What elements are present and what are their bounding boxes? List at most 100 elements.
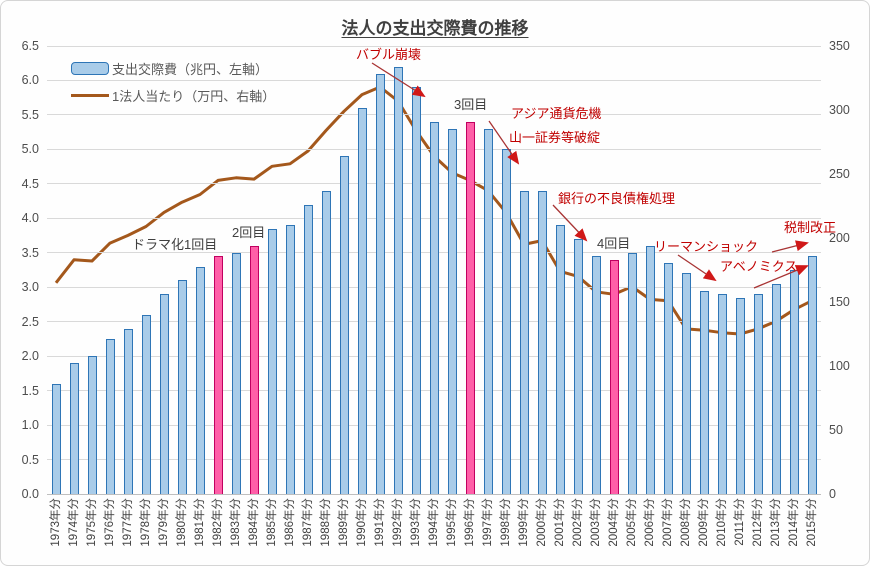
bar-1993年分 <box>411 87 421 494</box>
bar-1994年分 <box>429 121 439 494</box>
right-axis-tick-label: 200 <box>829 231 850 245</box>
right-axis-tick-label: 50 <box>829 423 843 437</box>
bar-1974年分 <box>69 363 79 494</box>
annotation-税制改正: 税制改正 <box>784 220 837 235</box>
annotation-山一証券等破綻: 山一証券等破綻 <box>509 130 601 145</box>
x-label-1990年分: 1990年分 <box>356 498 368 547</box>
bar-1985年分 <box>267 228 277 494</box>
left-axis-tick-label: 2.0 <box>21 349 39 364</box>
legend-bar-swatch-icon <box>71 62 109 75</box>
left-axis-tick-label: 3.0 <box>21 280 39 295</box>
x-label-2013年分: 2013年分 <box>770 498 782 547</box>
bar-2003年分 <box>591 256 601 494</box>
x-label-2005年分: 2005年分 <box>626 498 638 547</box>
bar-2005年分 <box>627 252 637 494</box>
x-label-1999年分: 1999年分 <box>518 498 530 547</box>
bar-1975年分 <box>87 356 97 494</box>
annotation-2回目: 2回目 <box>232 225 266 240</box>
left-axis-tick-label: 1.0 <box>21 418 39 433</box>
x-label-1994年分: 1994年分 <box>428 498 440 547</box>
legend-item-bar: 支出交際費（兆円、左軸） <box>71 55 275 82</box>
bar-1980年分 <box>177 280 187 494</box>
bar-2008年分 <box>681 273 691 494</box>
x-label-1980年分: 1980年分 <box>176 498 188 547</box>
x-label-2004年分: 2004年分 <box>608 498 620 547</box>
bar-1982年分 <box>213 256 223 494</box>
x-label-1987年分: 1987年分 <box>302 498 314 547</box>
bar-1976年分 <box>105 338 115 494</box>
gridline <box>47 79 821 81</box>
x-label-2015年分: 2015年分 <box>806 498 818 547</box>
left-axis-tick-label: 0.0 <box>21 487 39 501</box>
annotation-銀行の不良債権処理: 銀行の不良債権処理 <box>558 191 676 206</box>
bar-2012年分 <box>753 294 763 494</box>
legend: 支出交際費（兆円、左軸） 1法人当たり（万円、右軸） <box>71 55 275 109</box>
bar-1973年分 <box>51 383 61 494</box>
bar-1990年分 <box>357 108 367 494</box>
x-label-2009年分: 2009年分 <box>698 498 710 547</box>
legend-bar-label: 支出交際費（兆円、左軸） <box>112 62 269 77</box>
x-label-1975年分: 1975年分 <box>86 498 98 547</box>
bar-2004年分 <box>609 259 619 494</box>
x-label-1976年分: 1976年分 <box>104 498 116 547</box>
bar-2001年分 <box>555 225 565 494</box>
x-label-1983年分: 1983年分 <box>230 498 242 547</box>
right-axis-tick-label: 250 <box>829 167 850 181</box>
x-label-2002年分: 2002年分 <box>572 498 584 547</box>
x-label-1998年分: 1998年分 <box>500 498 512 547</box>
legend-item-line: 1法人当たり（万円、右軸） <box>71 82 275 109</box>
annotation-バブル崩壊: バブル崩壊 <box>356 47 422 62</box>
bar-2002年分 <box>573 239 583 494</box>
gridline <box>47 114 821 116</box>
x-label-2007年分: 2007年分 <box>662 498 674 547</box>
x-label-1993年分: 1993年分 <box>410 498 422 547</box>
x-label-1991年分: 1991年分 <box>374 498 386 547</box>
x-label-2001年分: 2001年分 <box>554 498 566 547</box>
right-axis-tick-label: 350 <box>829 39 850 53</box>
chart-title-text: 法人の支出交際費の推移 <box>341 19 529 38</box>
x-label-1982年分: 1982年分 <box>212 498 224 547</box>
bar-1981年分 <box>195 266 205 494</box>
right-axis-tick-label: 150 <box>829 295 850 309</box>
left-axis-tick-label: 4.0 <box>21 211 39 226</box>
x-label-1981年分: 1981年分 <box>194 498 206 547</box>
x-label-1992年分: 1992年分 <box>392 498 404 547</box>
left-axis-tick-label: 0.5 <box>21 452 39 467</box>
bar-2007年分 <box>663 263 673 494</box>
bar-1999年分 <box>519 190 529 494</box>
left-axis-tick-label: 3.5 <box>21 245 39 260</box>
x-label-1977年分: 1977年分 <box>122 498 134 547</box>
bar-1997年分 <box>483 128 493 494</box>
x-label-1974年分: 1974年分 <box>68 498 80 547</box>
legend-line-label: 1法人当たり（万円、右軸） <box>112 89 276 104</box>
bar-1977年分 <box>123 328 133 494</box>
bar-1998年分 <box>501 149 511 494</box>
annotation-4回目: 4回目 <box>597 236 631 251</box>
bar-2010年分 <box>717 294 727 494</box>
left-axis-tick-label: 1.5 <box>21 383 39 398</box>
bar-1988年分 <box>321 190 331 494</box>
bar-1979年分 <box>159 294 169 494</box>
x-label-2000年分: 2000年分 <box>536 498 548 547</box>
x-label-1995年分: 1995年分 <box>446 498 458 547</box>
x-label-2014年分: 2014年分 <box>788 498 800 547</box>
annotation-アベノミクス: アベノミクス <box>720 259 798 274</box>
x-label-1988年分: 1988年分 <box>320 498 332 547</box>
bar-1996年分 <box>465 121 475 494</box>
bar-2011年分 <box>735 297 745 494</box>
x-label-1989年分: 1989年分 <box>338 498 350 547</box>
bar-1995年分 <box>447 128 457 494</box>
bar-2000年分 <box>537 190 547 494</box>
x-label-1978年分: 1978年分 <box>140 498 152 547</box>
bar-1983年分 <box>231 252 241 494</box>
x-label-1973年分: 1973年分 <box>50 498 62 547</box>
bar-1986年分 <box>285 225 295 494</box>
bar-2014年分 <box>789 270 799 494</box>
annotation-ドラマ化1回目: ドラマ化1回目 <box>132 237 218 252</box>
left-axis-tick-label: 2.5 <box>21 314 39 329</box>
x-label-1984年分: 1984年分 <box>248 498 260 547</box>
right-axis-tick-label: 0 <box>829 487 836 501</box>
left-axis-tick-label: 6.5 <box>21 39 39 53</box>
x-label-2011年分: 2011年分 <box>734 498 746 546</box>
